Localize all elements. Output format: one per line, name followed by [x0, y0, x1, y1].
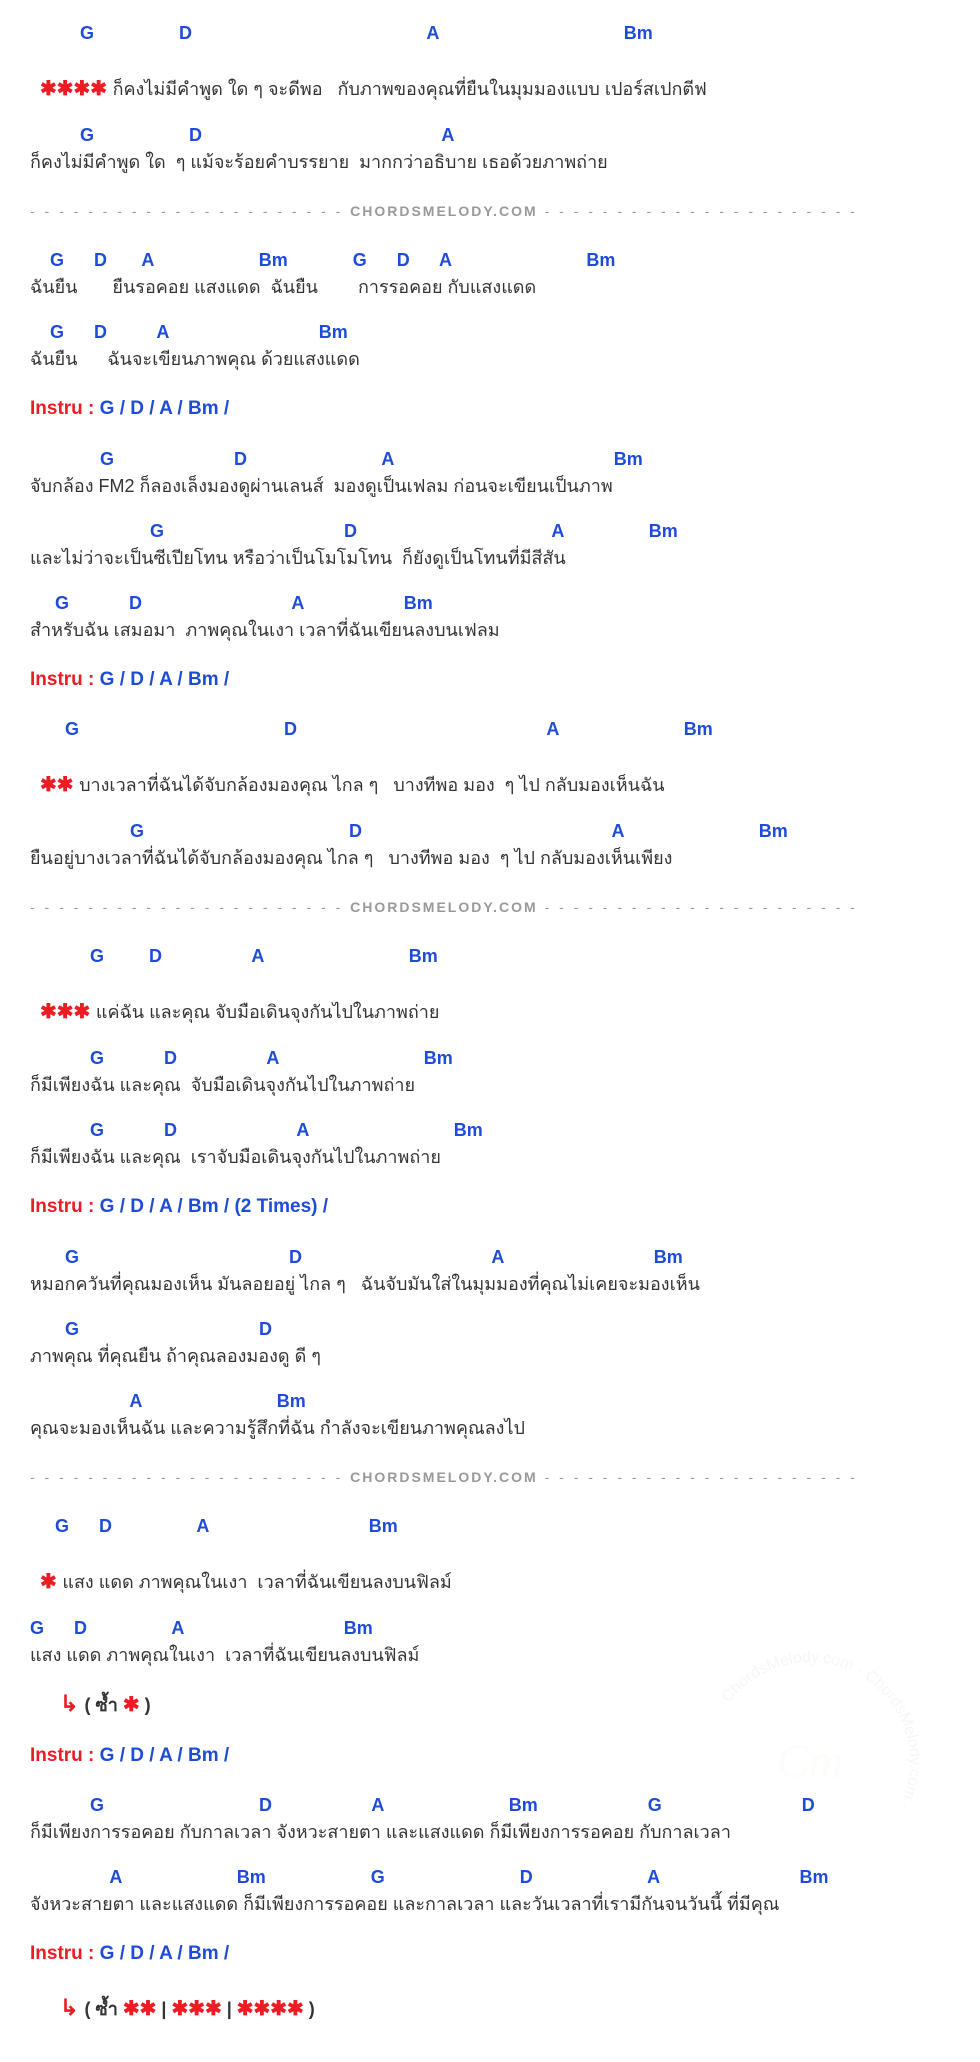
- instru-chords: G / D / A / Bm /: [100, 1745, 230, 1766]
- lyric-line: ภาพคุณ ที่คุณยืน ถ้าคุณลองมองดู ดี ๆ: [30, 1343, 950, 1370]
- divider: - - - - - - - - - - - - - - - - - - - - …: [30, 1467, 950, 1488]
- divider: - - - - - - - - - - - - - - - - - - - - …: [30, 201, 950, 222]
- repeat-marker: ✱✱✱✱: [40, 78, 113, 100]
- chord-line: G D A Bm G D: [30, 1792, 950, 1819]
- repeat-marker: ✱: [40, 1571, 62, 1593]
- lyric-line: ✱ แสง แดด ภาพคุณในเงา เวลาที่ฉันเขียนลงบ…: [30, 1540, 950, 1597]
- instru-label: Instru :: [30, 669, 100, 690]
- chord-line: G D A Bm: [30, 1513, 950, 1540]
- lyric-text: แค่ฉัน และคุณ จับมือเดินจุงกันไปในภาพถ่า…: [96, 1002, 440, 1022]
- instru-label: Instru :: [30, 1196, 100, 1217]
- chord-line: G D A Bm: [30, 943, 950, 970]
- instru-section: Instru : G / D / A / Bm /: [30, 395, 950, 424]
- divider-label: CHORDSMELODY.COM: [350, 899, 538, 915]
- lyric-line: ก็มีเพียงฉัน และคุณ จับมือเดินจุงกันไปใน…: [30, 1072, 950, 1099]
- repeat-arrow-icon: ↳: [60, 1691, 85, 1716]
- lyric-line: ก็มีเพียงฉัน และคุณ เราจับมือเดินจุงกันไ…: [30, 1144, 950, 1171]
- lyric-line: ก็มีเพียงการรอคอย กับกาลเวลา จังหวะสายตา…: [30, 1819, 950, 1846]
- chord-line: G D A Bm G D A Bm: [30, 247, 950, 274]
- chord-line: G D A Bm: [30, 716, 950, 743]
- lyric-line: สำหรับฉัน เสมอมา ภาพคุณในเงา เวลาที่ฉันเ…: [30, 617, 950, 644]
- chord-line: G D: [30, 1316, 950, 1343]
- lyric-line: หมอกควันที่คุณมองเห็น มันลอยอยู่ ไกล ๆ ฉ…: [30, 1271, 950, 1298]
- lyric-line: จังหวะสายตา และแสงแดด ก็มีเพียงการรอคอย …: [30, 1891, 950, 1918]
- lyric-line: ฉันยืน ยืนรอคอย แสงแดด ฉันยืน การรอคอย ก…: [30, 274, 950, 301]
- repeat-marker: ✱✱: [40, 774, 79, 796]
- chord-line: G D A Bm: [30, 818, 950, 845]
- instru-chords: G / D / A / Bm /: [100, 1943, 230, 1964]
- chord-line: G D A Bm: [30, 319, 950, 346]
- repeat-arrow-icon: ↳: [60, 1995, 85, 2020]
- instru-section: Instru : G / D / A / Bm /: [30, 666, 950, 695]
- lyric-line: และไม่ว่าจะเป็นซีเปียโทน หรือว่าเป็นโมโม…: [30, 545, 950, 572]
- instru-chords: G / D / A / Bm /: [100, 398, 230, 419]
- chord-line: A Bm: [30, 1388, 950, 1415]
- repeat-instruction: ↳ ( ซ้ำ ✱✱ | ✱✱✱ | ✱✱✱✱ ): [60, 1991, 950, 2024]
- chord-line: G D A: [30, 122, 950, 149]
- repeat-instruction: ↳ ( ซ้ำ ✱ ): [60, 1687, 950, 1720]
- chord-line: G D A Bm: [30, 1244, 950, 1271]
- divider-label: CHORDSMELODY.COM: [350, 203, 538, 219]
- lyric-line: แสง แดด ภาพคุณในเงา เวลาที่ฉันเขียนลงบนฟ…: [30, 1642, 950, 1669]
- svg-text:ChordsMelody.com · ChordsMelod: ChordsMelody.com · ChordsMelody.com ·: [719, 1648, 923, 1811]
- chord-line: G D A Bm: [30, 518, 950, 545]
- chord-line: G D A Bm: [30, 20, 950, 47]
- instru-label: Instru :: [30, 1943, 100, 1964]
- instru-chords: G / D / A / Bm /: [100, 669, 230, 690]
- instru-section: Instru : G / D / A / Bm /: [30, 1742, 950, 1771]
- lyric-text: แสง แดด ภาพคุณในเงา เวลาที่ฉันเขียนลงบนฟ…: [62, 1572, 451, 1592]
- instru-chords: G / D / A / Bm / (2 Times) /: [100, 1196, 328, 1217]
- lyric-text: ก็คงไม่มีคำพูด ใด ๆ จะดีพอ กับภาพของคุณท…: [113, 79, 707, 99]
- chord-line: G D A Bm: [30, 1615, 950, 1642]
- lyric-line: ✱✱ บางเวลาที่ฉันได้จับกล้องมองคุณ ไกล ๆ …: [30, 743, 950, 800]
- repeat-marker: ✱✱✱: [40, 1001, 96, 1023]
- instru-label: Instru :: [30, 398, 100, 419]
- lyric-line: ✱✱✱✱ ก็คงไม่มีคำพูด ใด ๆ จะดีพอ กับภาพขอ…: [30, 47, 950, 104]
- lyric-line: คุณจะมองเห็นฉัน และความรู้สึกที่ฉัน กำลั…: [30, 1415, 950, 1442]
- chord-line: G D A Bm: [30, 446, 950, 473]
- divider: - - - - - - - - - - - - - - - - - - - - …: [30, 897, 950, 918]
- chord-line: G D A Bm: [30, 1045, 950, 1072]
- lyric-line: ✱✱✱ แค่ฉัน และคุณ จับมือเดินจุงกันไปในภา…: [30, 970, 950, 1027]
- chord-line: G D A Bm: [30, 1117, 950, 1144]
- lyric-line: ฉันยืน ฉันจะเขียนภาพคุณ ด้วยแสงแดด: [30, 346, 950, 373]
- instru-label: Instru :: [30, 1745, 100, 1766]
- lyric-text: บางเวลาที่ฉันได้จับกล้องมองคุณ ไกล ๆ บาง…: [79, 775, 664, 795]
- instru-section: Instru : G / D / A / Bm / (2 Times) /: [30, 1193, 950, 1222]
- instru-section: Instru : G / D / A / Bm /: [30, 1940, 950, 1969]
- chord-line: A Bm G D A Bm: [30, 1864, 950, 1891]
- lyric-line: จับกล้อง FM2 ก็ลองเล็งมองดูผ่านเลนส์ มอง…: [30, 473, 950, 500]
- lyric-line: ก็คงไม่มีคำพูด ใด ๆ แม้จะร้อยคำบรรยาย มา…: [30, 149, 950, 176]
- chord-line: G D A Bm: [30, 590, 950, 617]
- lyric-line: ยืนอยู่บางเวลาที่ฉันได้จับกล้องมองคุณ ไก…: [30, 845, 950, 872]
- divider-label: CHORDSMELODY.COM: [350, 1469, 538, 1485]
